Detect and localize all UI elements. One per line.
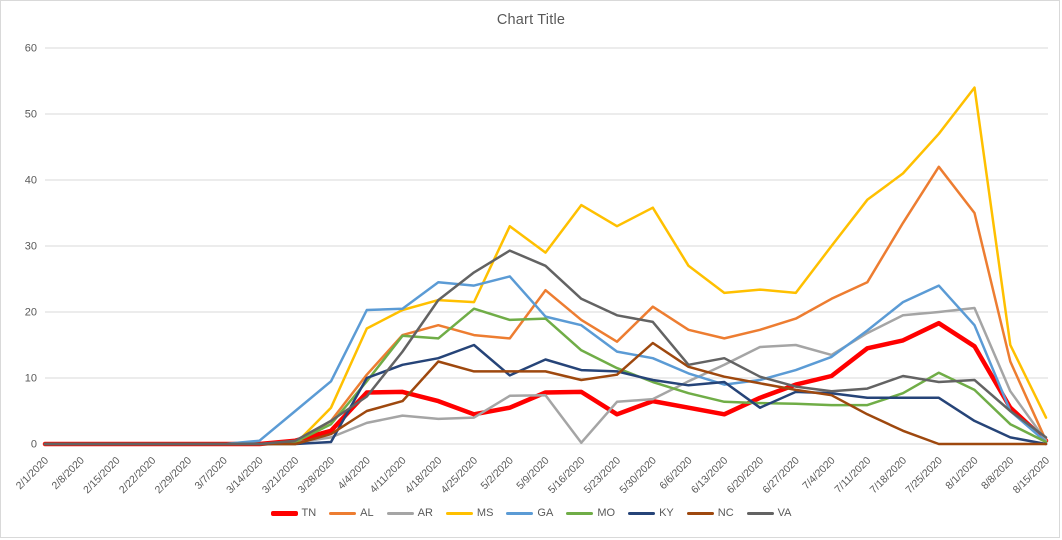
legend-item-KY[interactable]: KY	[628, 507, 674, 519]
series-line-TN[interactable]	[42, 320, 1049, 447]
legend-item-VA[interactable]: VA	[746, 507, 792, 519]
legend-label-KY: KY	[659, 507, 674, 519]
y-axis-tick-label: 50	[25, 109, 37, 121]
legend-label-MO: MO	[597, 507, 616, 519]
x-axis-tick-label: 3/14/2020	[224, 455, 266, 497]
legend-swatch-MS	[445, 511, 473, 515]
x-axis-tick-label: 3/28/2020	[296, 455, 338, 497]
x-axis-tick-label: 4/18/2020	[403, 455, 445, 497]
x-axis-tick-label: 5/2/2020	[478, 455, 515, 492]
legend-label-VA: VA	[777, 507, 792, 519]
legend-label-AR: AR	[417, 507, 433, 519]
y-axis-tick-label: 30	[25, 241, 37, 253]
x-axis-tick-label: 2/15/2020	[81, 455, 123, 497]
x-axis-tick-label: 5/30/2020	[617, 455, 659, 497]
legend-swatch-TN	[270, 510, 298, 516]
legend-swatch-GA	[506, 511, 534, 515]
legend-item-NC[interactable]: NC	[686, 507, 734, 519]
x-axis-tick-label: 8/15/2020	[1011, 455, 1053, 497]
legend-swatch-KY	[628, 511, 656, 515]
y-axis-tick-label: 10	[25, 373, 37, 385]
legend-item-MO[interactable]: MO	[566, 507, 615, 519]
legend-label-NC: NC	[717, 507, 734, 519]
x-axis-tick-label: 2/1/2020	[14, 455, 51, 492]
series-line-MO[interactable]	[43, 307, 1048, 446]
y-axis-tick-label: 40	[25, 175, 37, 187]
legend-label-TN: TN	[301, 507, 317, 519]
legend-label-GA: GA	[537, 507, 554, 519]
legend-swatch-AR	[386, 511, 414, 515]
legend-item-GA[interactable]: GA	[506, 507, 553, 519]
series-line-AR[interactable]	[43, 306, 1048, 446]
legend-item-AR[interactable]: AR	[386, 507, 433, 519]
legend-item-TN[interactable]: TN	[270, 507, 317, 519]
x-axis-tick-label: 7/25/2020	[903, 455, 945, 497]
legend: TN AL AR MS GA MO KY NC VA	[0, 507, 1062, 519]
x-axis-tick-label: 6/27/2020	[760, 455, 802, 497]
legend-item-AL[interactable]: AL	[329, 507, 374, 519]
x-axis-tick-label: 7/18/2020	[868, 455, 910, 497]
series-line-AL[interactable]	[43, 165, 1048, 446]
legend-label-MS: MS	[476, 507, 494, 519]
legend-swatch-AL	[329, 511, 357, 515]
x-axis-tick-label: 8/1/2020	[943, 455, 980, 492]
x-axis-tick-label: 6/13/2020	[689, 455, 731, 497]
x-axis-tick-label: 4/11/2020	[368, 455, 409, 496]
x-axis-tick-label: 6/20/2020	[725, 455, 767, 497]
x-axis-tick-label: 5/16/2020	[546, 455, 588, 497]
x-axis-tick-label: 4/25/2020	[439, 455, 481, 497]
y-axis-tick-label: 20	[25, 307, 37, 319]
y-axis-tick-label: 60	[25, 43, 37, 55]
series-line-VA[interactable]	[43, 249, 1048, 446]
legend-item-MS[interactable]: MS	[445, 507, 494, 519]
chart-title: Chart Title	[496, 12, 566, 28]
x-axis-tick-label: 2/22/2020	[117, 455, 159, 497]
x-axis-tick-label: 5/23/2020	[582, 455, 624, 497]
y-axis-tick-label: 0	[31, 439, 37, 451]
x-axis-tick-label: 7/11/2020	[832, 455, 873, 496]
legend-label-AL: AL	[360, 507, 374, 519]
legend-swatch-NC	[686, 511, 714, 515]
x-axis-tick-label: 3/21/2020	[260, 455, 302, 497]
x-axis-tick-label: 2/29/2020	[153, 455, 195, 497]
legend-swatch-VA	[746, 511, 774, 515]
legend-swatch-MO	[566, 511, 594, 515]
